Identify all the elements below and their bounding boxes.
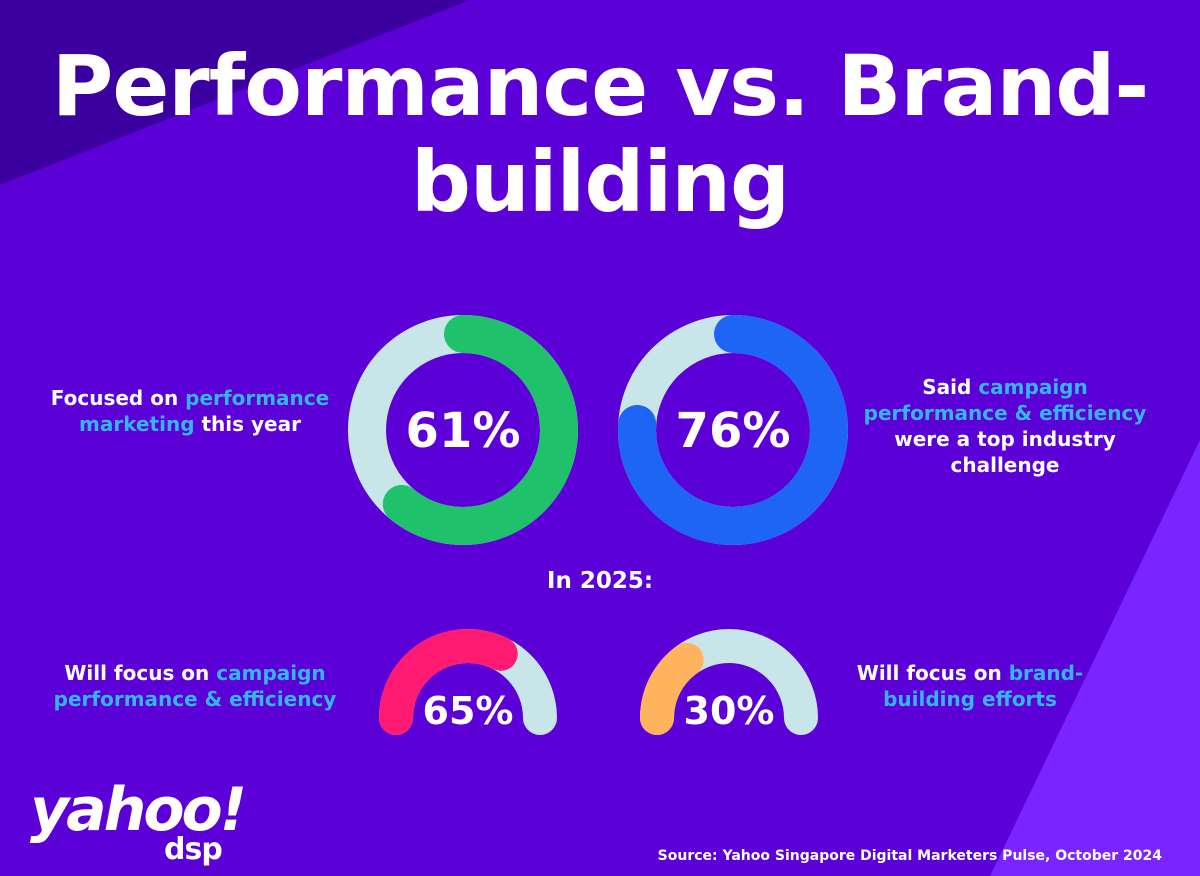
donut-value-label-1: 61% — [406, 403, 521, 459]
donut-value-label-2: 76% — [676, 403, 791, 459]
outlook-description-campaign: Will focus on campaign performance & eff… — [53, 661, 337, 711]
gauge-value-label-3: 65% — [423, 689, 514, 733]
section-label: In 2025: — [546, 568, 654, 594]
donut-value-arc-1 — [382, 315, 578, 545]
donut-value-arc-2 — [618, 315, 848, 545]
yahoo-dsp-logo: yahoo! dsp — [30, 778, 260, 868]
page-title: Performance vs. Brand-building — [51, 37, 1150, 231]
logo-wordmark: yahoo! — [30, 775, 247, 845]
source-note: Source: Yahoo Singapore Digital Marketer… — [657, 848, 1162, 864]
stat-description-performance: Focused on performance marketing this ye… — [50, 386, 330, 436]
outlook-description-brand: Will focus on brand-building efforts — [856, 661, 1084, 711]
logo-sub: dsp — [164, 832, 223, 867]
stat-description-challenge: Said campaign performance & efficiency w… — [863, 375, 1147, 477]
gauge-value-arc-4 — [640, 642, 704, 735]
gauge-value-label-4: 30% — [684, 689, 775, 733]
gauge-value-arc-3 — [379, 629, 518, 735]
